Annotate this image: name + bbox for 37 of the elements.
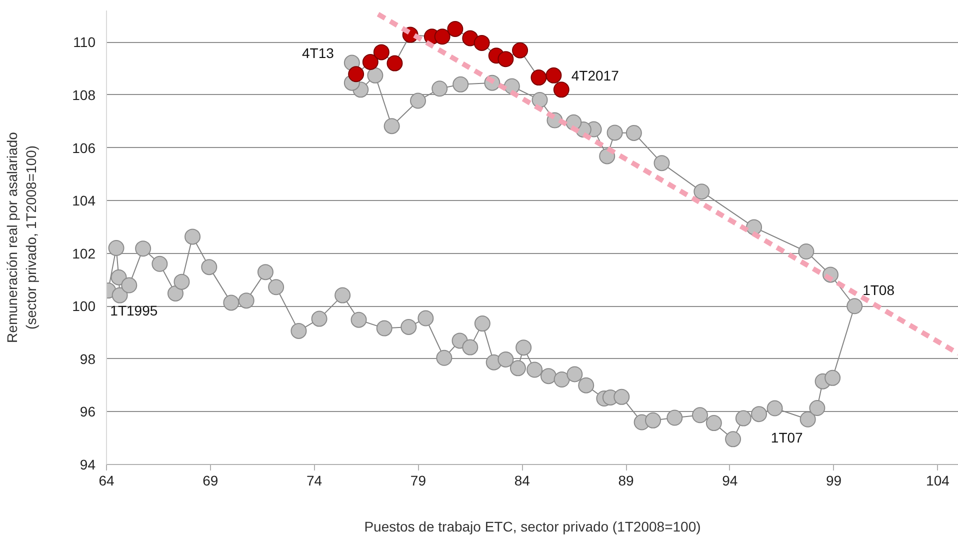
point	[447, 20, 464, 37]
y-tick-label: 104	[72, 192, 96, 209]
annotation: 4T2017	[571, 68, 620, 84]
x-tick-label: 79	[410, 472, 426, 488]
y-tick-label: 108	[72, 86, 96, 103]
point	[373, 44, 390, 60]
y-tick-label: 100	[72, 298, 96, 314]
x-tick-label: 94	[722, 472, 738, 488]
annotation: 1T1995	[110, 302, 158, 319]
x-tick-label: 99	[826, 472, 842, 488]
x-tick-label: 84	[514, 472, 530, 488]
annotation: 4T13	[302, 44, 334, 61]
y-tick-label: 98	[80, 350, 96, 367]
point	[553, 82, 570, 98]
point	[386, 55, 403, 72]
point	[474, 34, 490, 51]
point	[362, 54, 378, 70]
point	[546, 67, 562, 84]
x-tick-label: 74	[306, 472, 322, 488]
point	[512, 42, 528, 58]
y-tick-label: 106	[72, 140, 96, 156]
x-tick-label: 89	[618, 472, 634, 488]
x-tick-label: 104	[926, 472, 950, 488]
x-tick-label: 69	[202, 472, 218, 488]
point	[530, 70, 547, 86]
y-tick-label: 102	[72, 245, 96, 262]
point	[498, 51, 514, 68]
x-tick-label: 64	[98, 472, 114, 488]
annotation: 1T08	[862, 282, 895, 298]
y-tick-label: 110	[73, 34, 96, 50]
y-tick-label: 94	[80, 456, 96, 472]
y-tick-label: 96	[80, 404, 96, 420]
annotation: 1T07	[770, 429, 804, 446]
point	[434, 28, 450, 45]
x-axis-title: Puestos de trabajo ETC, sector privado (1T2008=100)	[364, 518, 701, 534]
point	[348, 66, 364, 82]
y-axis-title: Remuneración real por asalariado (sector privado, 1T2008=100)	[4, 132, 40, 343]
